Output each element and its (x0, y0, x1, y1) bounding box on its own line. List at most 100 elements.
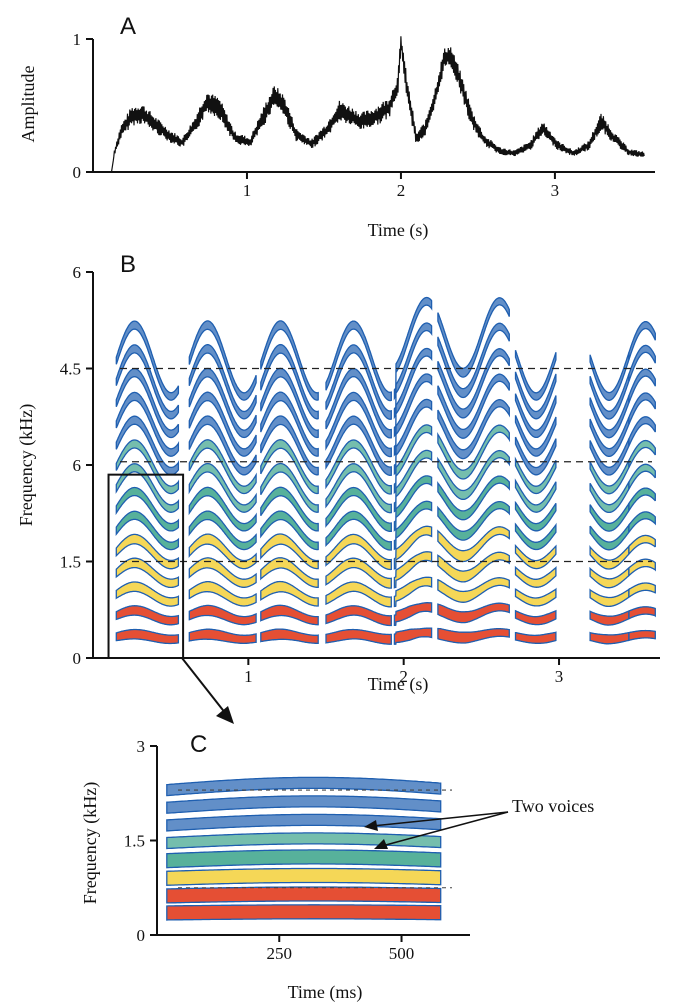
panel-b-harmonic-band (115, 391, 180, 457)
panel-b-harmonic-band (514, 415, 557, 457)
panel-c-ylabel: Frequency (kHz) (80, 782, 101, 904)
panel-b-harmonic-band (325, 320, 392, 402)
panel-b-reference-lines (120, 367, 652, 563)
panel-b-harmonic-band (393, 525, 433, 570)
panel-b-harmonic-band (325, 391, 392, 458)
panel-b-harmonic-band (514, 349, 557, 401)
panel-a-ytick-label: 1 (73, 30, 82, 49)
panel-b-spectrogram (115, 296, 656, 645)
panel-b-harmonic-band (260, 462, 319, 513)
panel-b-harmonic-band (188, 557, 257, 588)
panel-b-harmonic-band (260, 580, 319, 607)
panel-b-harmonic-band (514, 587, 557, 607)
panel-b-harmonic-band (514, 436, 557, 476)
panel-c-xtick-label: 250 (267, 944, 293, 963)
panel-b-ytick-label: 4.5 (60, 360, 81, 379)
panel-c-reference-lines (178, 789, 452, 889)
panel-b-harmonic-band (393, 500, 433, 551)
panel-a-ylabel: Amplitude (18, 65, 38, 142)
panel-b-harmonic-band (393, 296, 433, 401)
panel-b-harmonic-band (325, 628, 392, 645)
panel-b-harmonic-band (325, 463, 392, 514)
zoom-arrow-line (181, 657, 227, 715)
panel-b-harmonic-band (115, 367, 180, 439)
panel-b-harmonic-band (325, 486, 392, 532)
panel-b-harmonic-band (628, 487, 656, 513)
panel-a-xtick-label: 2 (397, 181, 406, 200)
panel-b-harmonic-band (115, 486, 180, 532)
panel-b-harmonic-band (260, 439, 319, 495)
panel-b-harmonic-band (589, 631, 630, 645)
panel-b-harmonic-band (188, 533, 257, 570)
panel-b-harmonic-band (325, 510, 392, 551)
panel-c-spectrogram (166, 776, 442, 921)
panel-b-harmonic-band (437, 424, 510, 480)
panel-b-harmonic-band (437, 602, 510, 624)
panel-b-harmonic-band (589, 460, 630, 495)
panel-b-harmonic-band (514, 565, 557, 588)
panel-c-xlabel: Time (ms) (288, 982, 363, 1003)
panel-b-harmonic-band (260, 486, 319, 532)
panel-b-label: B (120, 251, 136, 278)
panel-a-ytick-label: 0 (73, 163, 82, 182)
panel-b-harmonic-band (514, 522, 557, 551)
panel-b-harmonic-band (260, 415, 319, 476)
panel-b-harmonic-band (188, 580, 257, 607)
panel-b-harmonic-band (514, 500, 557, 532)
panel-b-harmonic-band (437, 551, 510, 583)
panel-b: B Frequency (kHz) Time (s) 1 2 3 0 1.5 6 4.5 6 (16, 251, 660, 724)
panel-b-harmonic-band (188, 344, 257, 420)
panel-c-ytick-label: 1.5 (124, 832, 145, 851)
panel-b-harmonic-band (260, 628, 319, 645)
panel-b-harmonic-band (325, 368, 392, 439)
panel-a-xlabel: Time (s) (368, 220, 429, 241)
panel-b-harmonic-band (115, 415, 180, 476)
panel-b-harmonic-band (628, 582, 656, 599)
panel-b-harmonic-band (514, 609, 557, 626)
zoom-arrow-head (216, 706, 234, 724)
panel-b-harmonic-band (628, 511, 656, 534)
panel-b-harmonic-band (437, 373, 510, 439)
panel-b-harmonic-band (260, 604, 319, 626)
panel-b-harmonic-band (628, 368, 656, 403)
panel-b-harmonic-band (115, 605, 180, 626)
panel-b-harmonic-band (188, 628, 257, 645)
panel-b-harmonic-band (628, 606, 656, 620)
panel-c-harmonic-band (166, 886, 442, 904)
panel-b-harmonic-band (115, 463, 180, 513)
panel-b-harmonic-band (188, 510, 257, 551)
panel-c-harmonic-band (166, 795, 442, 814)
panel-b-harmonic-band (260, 533, 319, 570)
panel-b-harmonic-band (393, 347, 433, 438)
panel-c-harmonic-band (166, 904, 442, 921)
annotation-pointer-lower (381, 811, 509, 847)
panel-b-harmonic-band (115, 533, 180, 570)
panel-b-harmonic-band (514, 456, 557, 495)
panel-b-harmonic-band (437, 500, 510, 541)
panel-b-harmonic-band (188, 320, 257, 401)
panel-b-harmonic-band (260, 343, 319, 420)
panel-b-harmonic-band (628, 392, 656, 425)
panel-b-harmonic-band (437, 348, 510, 419)
panel-b-harmonic-band (188, 391, 257, 457)
panel-b-harmonic-band (437, 475, 510, 521)
panel-b-harmonic-band (589, 587, 630, 608)
panel-a-label: A (120, 13, 136, 40)
panel-b-harmonic-band (628, 534, 656, 556)
panel-c-ticks: 250 500 0 1.5 3 (124, 737, 415, 963)
annotation-pointer-upper (371, 811, 509, 827)
panel-b-harmonic-band (325, 344, 392, 420)
panel-b-harmonic-band (115, 581, 180, 607)
panel-b-harmonic-band (514, 478, 557, 513)
panel-a-ticks: 1 2 3 0 1 (73, 30, 560, 200)
panel-c-ytick-label: 3 (137, 737, 146, 756)
panel-b-harmonic-band (325, 439, 392, 495)
panel-c: C Frequency (kHz) Time (ms) 250 50001.53 … (80, 731, 594, 1003)
panel-b-harmonic-band (393, 373, 433, 457)
panel-b-harmonic-band (628, 416, 656, 447)
panel-b-harmonic-band (514, 631, 557, 644)
panel-b-harmonic-band (188, 462, 257, 513)
panel-b-harmonic-band (393, 627, 433, 645)
panel-b-harmonic-band (115, 344, 180, 420)
panel-b-harmonic-band (115, 628, 180, 645)
